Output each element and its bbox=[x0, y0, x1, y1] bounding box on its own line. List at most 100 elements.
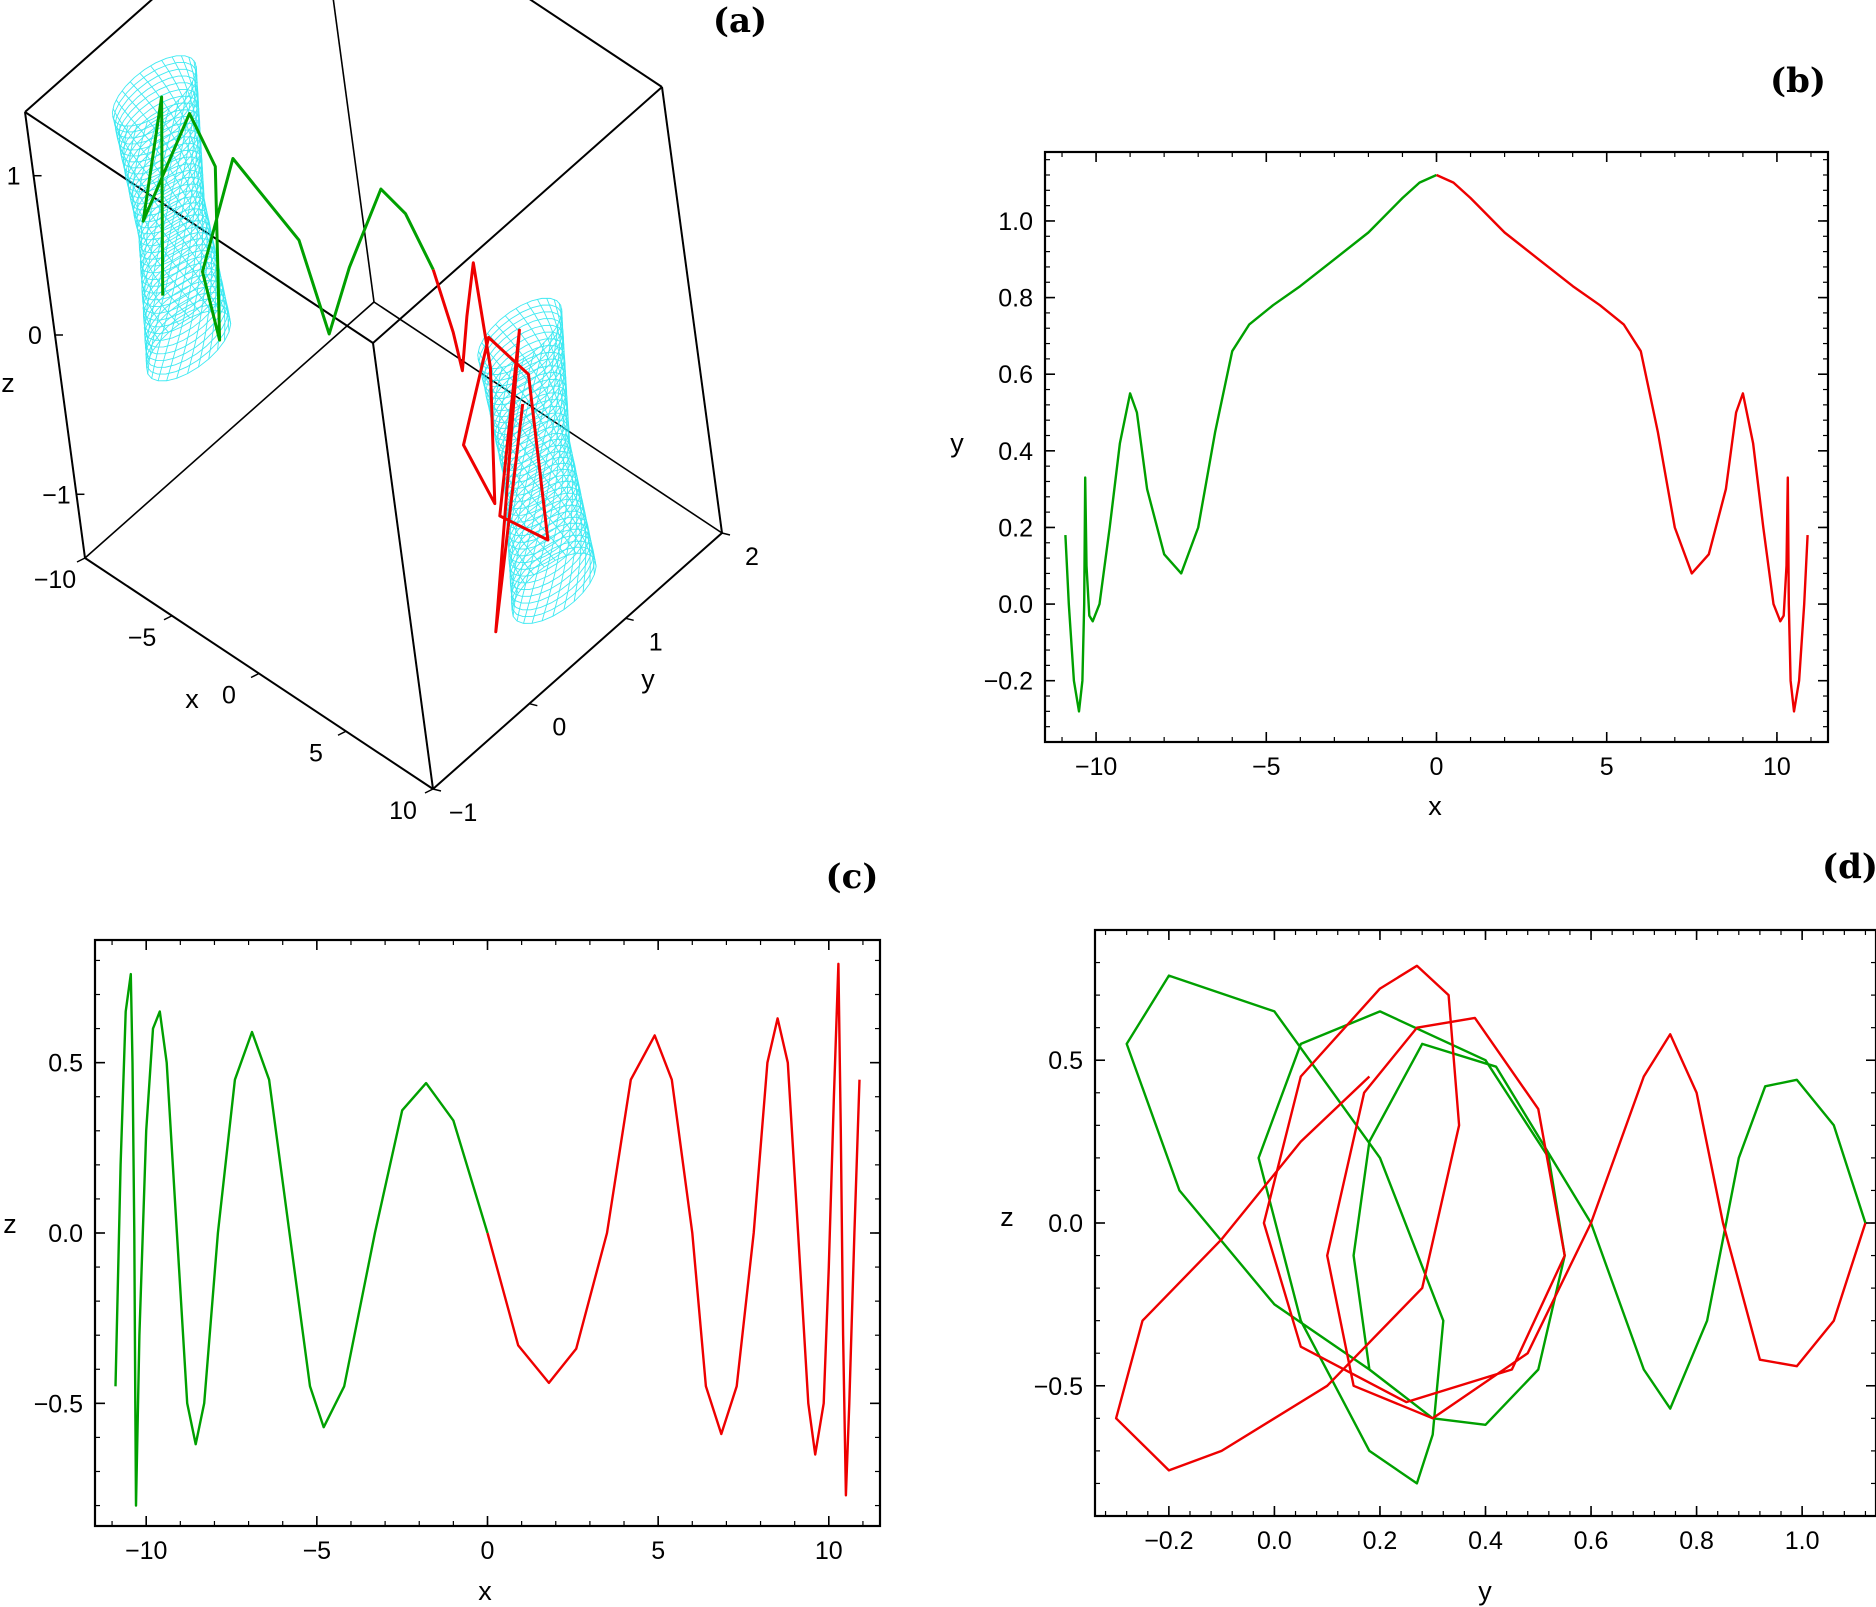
mesh-line bbox=[504, 315, 582, 602]
panel-d: −0.2 0.0 0.2 0.4 0.6 0.8 1.0 −0.5 0.0 0.5 y z (d) bbox=[1000, 847, 1876, 1606]
box-edge bbox=[432, 532, 723, 790]
plot-frame bbox=[1043, 150, 1830, 744]
x-tick-label: 10 bbox=[1763, 753, 1791, 781]
y-axis-label: z bbox=[3, 1209, 17, 1239]
mesh-line bbox=[526, 302, 573, 617]
y-tick-label: −1 bbox=[449, 799, 478, 827]
x-tick-label: 1.0 bbox=[1785, 1527, 1820, 1555]
y-tick-label: −0.5 bbox=[34, 1390, 83, 1418]
x-tick-label: −10 bbox=[34, 566, 76, 594]
y-axis-label: y bbox=[641, 664, 655, 694]
mesh-line bbox=[140, 108, 170, 333]
panel-label: (d) bbox=[1822, 847, 1876, 887]
x-tick bbox=[163, 615, 173, 621]
y-tick-label: 0 bbox=[552, 714, 566, 742]
x-axis-label: y bbox=[1478, 1576, 1492, 1606]
mesh-line bbox=[479, 363, 592, 556]
mesh-line bbox=[139, 72, 217, 360]
x-axis-label: x bbox=[478, 1576, 492, 1606]
panel-label: (a) bbox=[713, 1, 767, 41]
mesh-line bbox=[157, 56, 201, 381]
y-tick-label: −0.2 bbox=[984, 668, 1033, 696]
x-tick-label: 0.2 bbox=[1363, 1527, 1398, 1555]
y-tick-label: 0.2 bbox=[998, 514, 1033, 542]
x-tick-label: 5 bbox=[1600, 753, 1614, 781]
y-tick-label: 0.6 bbox=[998, 361, 1033, 389]
y-tick bbox=[529, 702, 538, 707]
box-edge bbox=[332, 0, 375, 303]
cyan-surface bbox=[477, 297, 597, 624]
series-line-green bbox=[1064, 173, 1437, 713]
mesh-line bbox=[477, 350, 597, 567]
mesh-line bbox=[150, 65, 212, 368]
z-tick-label: 1 bbox=[7, 163, 21, 191]
panel-label: (c) bbox=[826, 857, 879, 897]
mesh-line bbox=[508, 333, 553, 594]
x-tick bbox=[76, 557, 86, 563]
mesh-line bbox=[509, 324, 559, 603]
y-tick-label: 0.0 bbox=[1048, 1210, 1083, 1238]
box-edge bbox=[372, 342, 434, 790]
x-axis-label: x bbox=[1428, 791, 1442, 821]
x-tick-label: 0 bbox=[481, 1537, 495, 1565]
x-tick-label: −5 bbox=[128, 624, 157, 652]
panel-b: −10 −5 0 5 10 −0.2 0.0 0.2 0.4 0.6 0.8 1.0 x y (b) bbox=[950, 61, 1830, 821]
series-line-red bbox=[1114, 964, 1867, 1472]
x-tick-label: 0 bbox=[1430, 753, 1444, 781]
x-tick-label: −10 bbox=[1075, 753, 1117, 781]
panel-c: −10 −5 0 5 10 −0.5 0.0 0.5 x z (c) bbox=[3, 857, 882, 1606]
panel-label: (b) bbox=[1770, 61, 1826, 101]
mesh-line bbox=[512, 308, 564, 617]
x-tick-label: 0.0 bbox=[1257, 1527, 1292, 1555]
x-tick-label: 0.6 bbox=[1574, 1527, 1609, 1555]
x-axis-label: x bbox=[185, 684, 199, 714]
box-edge bbox=[24, 0, 153, 113]
mesh-line bbox=[511, 315, 562, 611]
series-line-red bbox=[1436, 173, 1809, 713]
y-tick-label: 0.8 bbox=[998, 285, 1033, 313]
y-tick-label: 0.0 bbox=[998, 591, 1033, 619]
mesh-line bbox=[536, 299, 569, 621]
y-axis-label: y bbox=[950, 428, 964, 458]
x-tick bbox=[250, 672, 260, 679]
x-tick-label: −5 bbox=[1252, 753, 1281, 781]
x-tick-label: −0.2 bbox=[1144, 1527, 1193, 1555]
x-tick-label: −5 bbox=[303, 1537, 332, 1565]
curve-3d-red bbox=[431, 261, 550, 634]
x-tick-label: 0.8 bbox=[1679, 1527, 1714, 1555]
mesh-line bbox=[523, 299, 566, 624]
y-axis-label: z bbox=[1000, 1202, 1014, 1232]
mesh-line bbox=[531, 297, 568, 624]
mesh-line bbox=[166, 55, 202, 381]
x-tick bbox=[337, 730, 347, 736]
x-tick-label: 10 bbox=[815, 1537, 843, 1565]
box-edge bbox=[24, 111, 374, 344]
mesh-line bbox=[136, 115, 180, 325]
mesh-line bbox=[161, 59, 208, 374]
series-line-green bbox=[1125, 974, 1867, 1485]
y-tick-label: 1 bbox=[649, 628, 663, 656]
y-tick bbox=[625, 617, 634, 622]
box-edge bbox=[84, 301, 375, 559]
y-tick bbox=[721, 532, 731, 536]
y-tick-label: −0.5 bbox=[1034, 1373, 1083, 1401]
z-axis-label: z bbox=[1, 368, 15, 398]
x-tick-label: 0 bbox=[222, 682, 236, 710]
cyan-surface bbox=[111, 55, 232, 382]
mesh-line bbox=[171, 56, 204, 379]
y-tick-label: 0.0 bbox=[48, 1220, 83, 1248]
y-tick-label: 2 bbox=[745, 543, 759, 571]
z-tick-label: −1 bbox=[42, 481, 71, 509]
box-edge bbox=[529, 0, 663, 88]
y-tick-label: 1.0 bbox=[998, 208, 1033, 236]
x-tick-label: 5 bbox=[651, 1537, 665, 1565]
x-tick-label: −10 bbox=[125, 1537, 167, 1565]
mesh-line bbox=[121, 90, 226, 341]
y-tick-label: 0.5 bbox=[1048, 1047, 1083, 1075]
x-tick-label: 10 bbox=[389, 797, 417, 825]
y-tick-label: 0.4 bbox=[998, 438, 1033, 466]
y-tick bbox=[432, 788, 442, 792]
y-tick-label: 0.5 bbox=[48, 1050, 83, 1078]
